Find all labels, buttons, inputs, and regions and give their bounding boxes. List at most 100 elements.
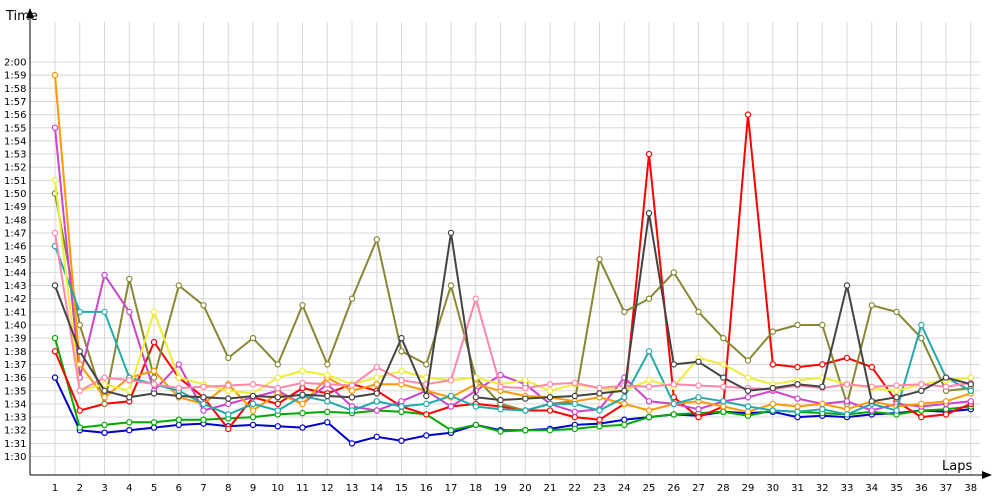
y-tick-label: 1:59 [4, 71, 26, 82]
data-point [150, 308, 158, 316]
x-axis-title: Laps [942, 459, 972, 474]
data-point [942, 374, 950, 381]
data-point [645, 398, 653, 405]
data-point [967, 398, 975, 405]
data-point [398, 334, 405, 342]
series-line-5 [54, 127, 971, 413]
y-tick-label: 1:46 [4, 242, 26, 253]
data-point [249, 400, 257, 408]
data-point [769, 400, 777, 408]
data-point [299, 379, 306, 387]
x-tick-label: 27 [692, 483, 705, 494]
y-tick-label: 1:45 [4, 255, 26, 266]
data-point [819, 406, 826, 413]
data-point [447, 282, 455, 289]
data-point [348, 394, 356, 401]
y-tick-label: 1:52 [4, 163, 26, 174]
data-point [175, 282, 182, 289]
data-point [571, 392, 579, 400]
data-point [546, 387, 554, 394]
data-point [497, 428, 504, 435]
x-tick-label: 5 [151, 483, 157, 494]
data-point [225, 425, 232, 433]
data-point [398, 408, 405, 415]
data-point [348, 295, 356, 302]
data-point [373, 374, 380, 381]
data-point [126, 394, 133, 401]
x-tick-label: 23 [593, 483, 606, 494]
y-tick-label: 1:49 [4, 202, 26, 213]
data-point [621, 421, 628, 429]
data-point [101, 387, 108, 394]
data-point [126, 308, 133, 316]
data-point [249, 381, 257, 388]
data-point [918, 413, 925, 421]
data-point [546, 427, 554, 434]
data-point [126, 387, 133, 394]
x-tick-label: 25 [643, 483, 656, 494]
x-tick-label: 16 [420, 483, 433, 494]
data-point [299, 424, 306, 431]
data-point [522, 407, 529, 414]
data-point [76, 424, 84, 431]
y-tick-label: 1:33 [4, 413, 26, 424]
data-point [571, 379, 579, 387]
data-point [299, 384, 306, 392]
data-point [324, 408, 331, 415]
x-tick-label: 31 [791, 483, 804, 494]
data-point [324, 381, 331, 388]
data-point [596, 256, 603, 263]
data-point [596, 423, 603, 430]
data-point [373, 363, 380, 371]
y-tick-label: 1:47 [4, 228, 26, 239]
data-point [794, 395, 801, 402]
data-point [893, 394, 900, 401]
series-line-9 [54, 232, 971, 392]
data-point [695, 413, 702, 421]
y-tick-label: 1:58 [4, 84, 26, 95]
x-tick-label: 29 [742, 483, 755, 494]
x-tick-label: 12 [321, 483, 334, 494]
data-point [670, 400, 678, 408]
x-tick-label: 1 [52, 483, 58, 494]
data-point [967, 387, 975, 394]
data-point [51, 348, 59, 355]
data-point [51, 334, 59, 342]
data-point [447, 403, 455, 410]
data-point [274, 423, 281, 430]
data-point [571, 400, 579, 408]
data-point [398, 398, 405, 405]
data-point [423, 411, 430, 418]
y-tick-label: 1:32 [4, 426, 26, 437]
data-point [373, 381, 380, 388]
data-point [150, 419, 158, 426]
data-point [101, 374, 108, 381]
data-point [150, 338, 158, 346]
series-line-2 [54, 337, 971, 433]
series-lines [51, 71, 975, 447]
data-point [225, 387, 232, 394]
data-point [225, 395, 232, 402]
data-point [497, 383, 504, 390]
data-point [522, 384, 529, 392]
data-point [51, 71, 59, 79]
x-tick-label: 11 [296, 483, 309, 494]
data-point [720, 334, 727, 342]
data-point [398, 348, 405, 355]
data-point [942, 411, 950, 418]
data-point [769, 361, 777, 368]
y-tick-label: 1:38 [4, 347, 26, 358]
data-point [373, 407, 380, 414]
data-point [522, 427, 529, 434]
data-point [546, 400, 554, 408]
data-point [918, 400, 925, 408]
data-point [373, 236, 380, 243]
data-point [596, 416, 603, 423]
data-point [299, 367, 306, 375]
data-point [546, 394, 554, 401]
x-axis-arrow [982, 471, 992, 479]
data-point [546, 407, 554, 414]
data-point [670, 361, 678, 368]
data-point [447, 427, 455, 434]
